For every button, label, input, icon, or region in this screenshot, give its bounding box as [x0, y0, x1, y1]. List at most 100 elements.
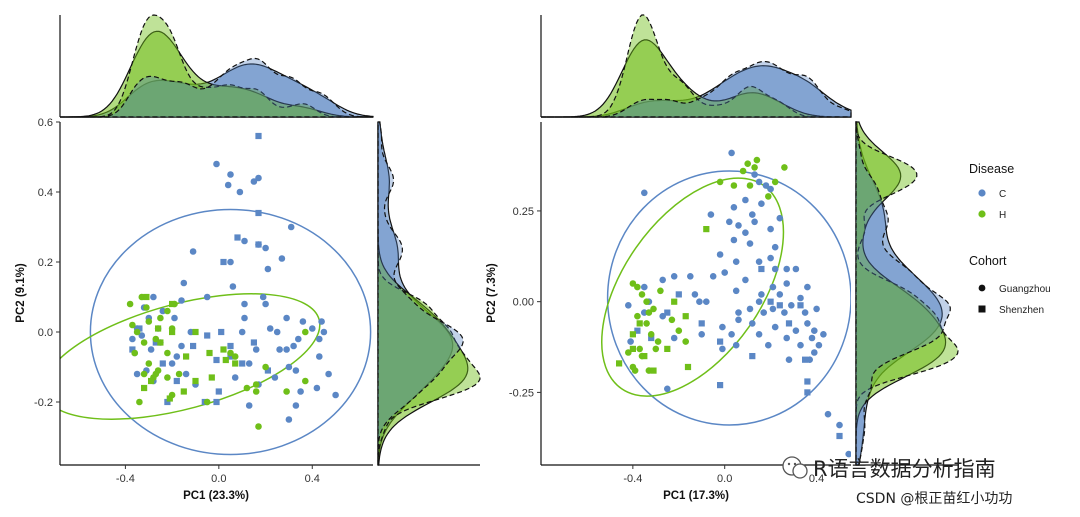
- point-c-guangzhou: [290, 342, 297, 350]
- legend-label-shenzhen: Shenzhen: [999, 305, 1044, 316]
- point-c-guangzhou: [255, 174, 262, 182]
- point-c-guangzhou: [227, 258, 234, 266]
- ellipse-c: [606, 170, 851, 426]
- pca-panel-1: -0.4 0.0 0.4 -0.2 0.0 0.2 0.4 0.6 PC1 (23.3%) P…: [15, 14, 481, 502]
- y-axis-title-2: PC2 (7.3%): [486, 263, 498, 323]
- y-axis-title-1: PC2 (9.1%): [15, 263, 27, 323]
- legend-label-h: H: [999, 210, 1006, 221]
- point-c-guangzhou: [709, 273, 717, 280]
- point-c-shenzhen: [717, 382, 724, 389]
- point-c-shenzhen: [213, 356, 220, 364]
- point-c-guangzhou: [769, 305, 777, 313]
- y-tick-label: -0.2: [34, 397, 53, 409]
- point-h-shenzhen: [141, 384, 148, 392]
- point-c-shenzhen: [152, 339, 159, 346]
- point-c-shenzhen: [776, 302, 783, 309]
- point-c-guangzhou: [801, 309, 809, 316]
- point-h-guangzhou: [227, 349, 234, 357]
- point-c-guangzhou: [687, 273, 694, 280]
- ellipse-h: [601, 177, 785, 397]
- point-h-guangzhou: [140, 370, 148, 378]
- point-h-shenzhen: [220, 346, 227, 353]
- point-c-guangzhou: [783, 280, 790, 287]
- point-c-guangzhou: [824, 410, 832, 418]
- point-c-guangzhou: [707, 211, 715, 218]
- point-c-shenzhen: [698, 320, 705, 327]
- point-c-guangzhou: [670, 334, 678, 342]
- right-density-plot-1: [377, 121, 481, 466]
- point-h-shenzhen: [616, 360, 623, 367]
- point-c-guangzhou: [238, 328, 246, 336]
- point-c-shenzhen: [227, 353, 234, 360]
- point-c-guangzhou: [721, 269, 728, 276]
- point-c-guangzhou: [811, 349, 818, 356]
- point-c-guangzhou: [231, 374, 239, 381]
- legend-key-c: [978, 189, 986, 197]
- point-c-guangzhou: [815, 341, 823, 349]
- point-h-guangzhou: [136, 398, 143, 406]
- point-h-guangzhou: [753, 156, 761, 164]
- point-h-shenzhen: [650, 367, 657, 374]
- point-c-guangzhou: [664, 385, 671, 393]
- point-c-guangzhou: [703, 298, 710, 306]
- point-c-guangzhou: [287, 223, 295, 231]
- wechat-icon: [782, 456, 808, 479]
- point-c-guangzhou: [641, 309, 648, 316]
- point-c-shenzhen: [255, 241, 262, 248]
- point-c-guangzhou: [728, 331, 735, 338]
- point-c-guangzhou: [771, 265, 779, 273]
- point-c-guangzhou: [792, 265, 800, 273]
- point-h-shenzhen: [157, 339, 164, 346]
- point-c-guangzhou: [746, 305, 754, 313]
- point-c-guangzhou: [755, 178, 763, 186]
- point-c-guangzhou: [765, 341, 772, 349]
- point-c-guangzhou: [730, 204, 738, 211]
- x-tick-label: -0.4: [623, 473, 642, 485]
- point-h-shenzhen: [180, 388, 187, 395]
- y-tick-label: 0.2: [38, 257, 53, 269]
- x-tick-label: -0.4: [116, 473, 135, 485]
- point-c-guangzhou: [295, 335, 302, 343]
- point-c-guangzhou: [227, 171, 234, 178]
- point-h-guangzhou: [164, 349, 171, 357]
- top-density-c-3: [60, 57, 373, 118]
- point-h-guangzhou: [643, 320, 650, 327]
- y-tick-label: 0.4: [38, 187, 53, 199]
- right-density-plot-2: [855, 121, 959, 466]
- point-c-guangzhou: [792, 327, 800, 335]
- point-c-guangzhou: [751, 171, 758, 178]
- point-c-guangzhou: [746, 240, 754, 247]
- point-h-shenzhen: [148, 377, 155, 385]
- point-c-guangzhou: [716, 251, 724, 258]
- point-c-guangzhou: [283, 314, 290, 322]
- scatter-plot-2: [601, 149, 851, 458]
- point-c-guangzhou: [755, 331, 763, 338]
- point-c-guangzhou: [150, 293, 157, 301]
- point-h-guangzhou: [143, 304, 150, 311]
- point-c-guangzhou: [264, 265, 272, 273]
- top-density-plot-1: [59, 14, 374, 118]
- point-c-guangzhou: [732, 258, 740, 266]
- point-c-guangzhou: [641, 283, 648, 291]
- point-c-guangzhou: [760, 309, 767, 316]
- point-h-guangzhou: [746, 182, 754, 189]
- point-h-guangzhou: [131, 349, 138, 357]
- point-c-guangzhou: [732, 287, 740, 295]
- right-density-c-3: [855, 121, 951, 466]
- point-c-guangzhou: [820, 331, 827, 338]
- point-c-guangzhou: [178, 342, 185, 350]
- point-c-guangzhou: [159, 307, 167, 315]
- x-tick-label: 0.4: [305, 473, 320, 485]
- point-c-guangzhou: [297, 388, 304, 395]
- point-h-guangzhou: [682, 338, 689, 345]
- point-h-guangzhou: [638, 291, 646, 298]
- point-c-guangzhou: [742, 276, 749, 284]
- watermark-credit: CSDN @根正苗红小功功: [856, 491, 1012, 507]
- point-c-shenzhen: [239, 360, 246, 367]
- point-c-guangzhou: [769, 283, 777, 291]
- point-c-shenzhen: [204, 332, 211, 339]
- point-c-guangzhou: [299, 318, 307, 325]
- point-h-guangzhou: [634, 283, 641, 291]
- legend: Disease C H Cohort Guangzhou Shenzhen: [969, 162, 1051, 316]
- point-c-guangzhou: [262, 244, 269, 252]
